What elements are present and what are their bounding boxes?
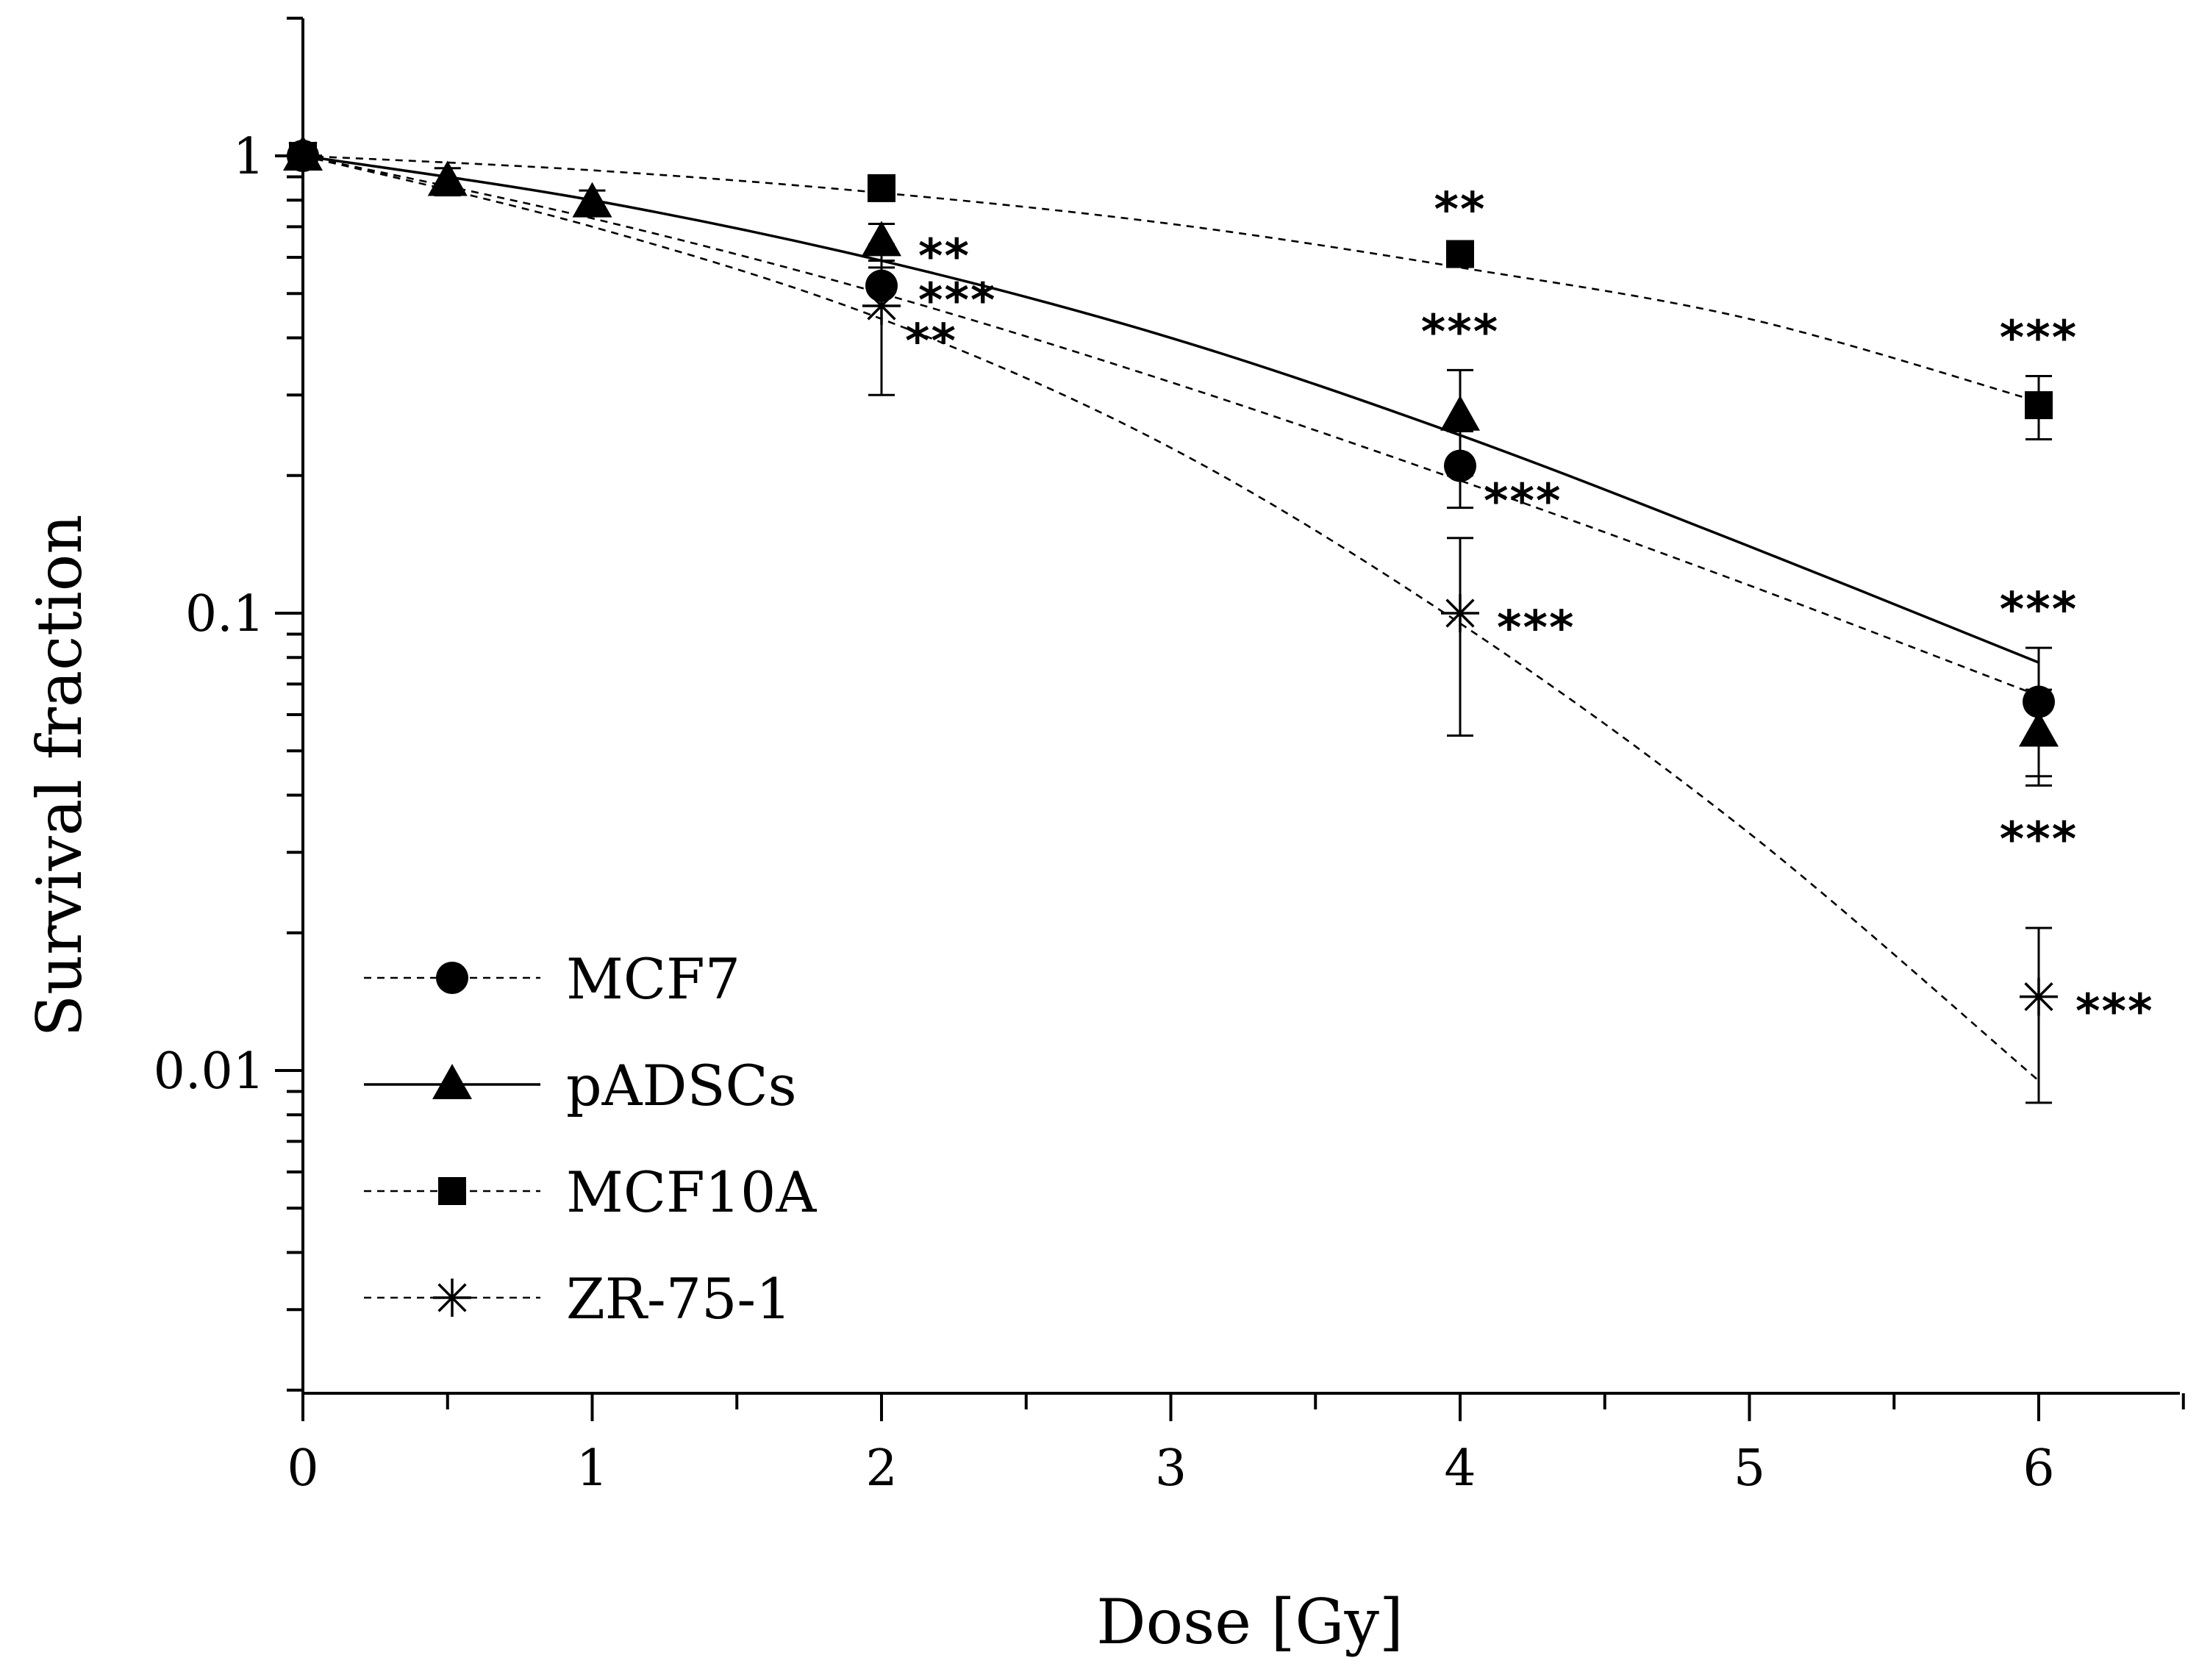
legend-marker: [432, 1064, 472, 1099]
marker-mcf10a: [1446, 240, 1474, 268]
marker-zr-75-1: [2020, 977, 2058, 1016]
fit-curves: [302, 154, 2039, 1082]
x-tick-label: 2: [865, 1440, 897, 1498]
y-axis-title: Survival fraction: [24, 515, 96, 1037]
significance-padscs: ***: [1421, 305, 1499, 360]
marker-padscs: [1440, 395, 1480, 431]
asterisk-stroke: [288, 141, 318, 171]
marker-padscs: [427, 160, 468, 196]
legend-item-mcf7: MCF7: [364, 946, 740, 1012]
marker-padscs: [862, 221, 901, 257]
x-tick-label: 3: [1155, 1440, 1187, 1498]
legend-item-zr-75-1: ZR-75-1: [364, 1266, 791, 1332]
fit-line-zr-75-1: [302, 154, 2039, 1082]
significance-mcf7: ***: [2000, 583, 2078, 637]
significance-mcf10a: **: [1434, 183, 1487, 237]
significance-padscs: ***: [2000, 812, 2078, 867]
marker-padscs: [2019, 711, 2059, 747]
asterisk-stroke: [2024, 982, 2053, 1012]
legend-marker: [436, 962, 468, 994]
y-tick-label: 0.1: [185, 585, 265, 643]
x-tick-label: 6: [2023, 1440, 2054, 1498]
marker-zr-75-1: [1441, 594, 1479, 632]
x-tick-label: 1: [576, 1440, 608, 1498]
y-tick-label: 1: [233, 128, 265, 186]
marker-zr-75-1: [862, 286, 901, 325]
legend-label: pADSCs: [566, 1053, 797, 1118]
significance-mcf10a: ***: [2000, 311, 2078, 365]
marker-zr-75-1: [284, 137, 322, 175]
legend-marker: [433, 1279, 471, 1317]
legend-marker: [438, 1177, 466, 1205]
legend-item-mcf10a: MCF10A: [364, 1159, 817, 1225]
marker-mcf7: [865, 269, 898, 302]
legend-label: MCF7: [566, 946, 740, 1012]
x-axis-title: Dose [Gy]: [1096, 1586, 1404, 1658]
marker-padscs: [572, 182, 612, 218]
fit-line-mcf7: [302, 154, 2039, 697]
significance-zr-75-1: **: [905, 315, 957, 369]
significance-padscs: **: [918, 229, 970, 284]
x-tick-label: 0: [287, 1440, 318, 1498]
significance-zr-75-1: ***: [2075, 985, 2153, 1040]
marker-mcf7: [1444, 449, 1476, 482]
significance-labels: ******************************: [905, 183, 2153, 1040]
fit-line-mcf10a: [302, 154, 2039, 403]
marker-mcf10a: [2025, 391, 2053, 420]
x-tick-label: 5: [1734, 1440, 1765, 1498]
y-tick-label: 0.01: [154, 1043, 265, 1101]
x-tick-label: 4: [1444, 1440, 1476, 1498]
asterisk-stroke: [437, 1283, 467, 1312]
error-bar-zr-75-1: [1447, 537, 1473, 737]
legend-label: ZR-75-1: [566, 1266, 791, 1332]
marker-mcf10a: [868, 174, 895, 202]
asterisk-stroke: [1445, 598, 1475, 628]
data-markers: [283, 135, 2059, 1016]
fit-line-padscs: [302, 154, 2039, 664]
significance-mcf7: ***: [918, 274, 996, 329]
marker-mcf7: [2023, 685, 2055, 718]
legend-item-padscs: pADSCs: [364, 1053, 797, 1118]
significance-mcf7: ***: [1484, 475, 1562, 529]
asterisk-stroke: [867, 291, 896, 321]
legend: MCF7 pADSCs MCF10A ZR-75-1: [364, 946, 817, 1332]
axes: 0 1 2 3 4 5 6 0.01 0.1 1: [154, 16, 2185, 1498]
legend-label: MCF10A: [566, 1159, 817, 1225]
significance-zr-75-1: ***: [1497, 601, 1575, 656]
